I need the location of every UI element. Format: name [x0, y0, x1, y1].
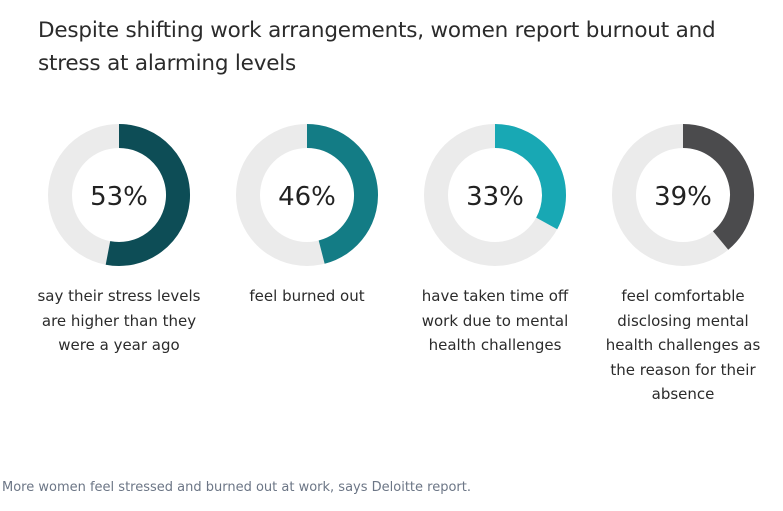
donut-chart-3: 33% — [422, 122, 568, 268]
donut-description-3: have taken time off work due to mental h… — [421, 287, 569, 354]
donut-value-2: 46% — [278, 182, 336, 212]
donut-arc-4 — [682, 124, 754, 250]
donut-chart-1: 53% — [46, 122, 192, 268]
infographic: Despite shifting work arrangements, wome… — [37, 18, 761, 403]
donut-description-1: say their stress levels are higher than … — [37, 287, 201, 354]
chart-title: Despite shifting work arrangements, wome… — [38, 18, 716, 76]
donut-description-4: feel comfortable disclosing mental healt… — [605, 287, 761, 403]
image-caption: More women feel stressed and burned out … — [2, 480, 471, 495]
donut-arc-3 — [494, 124, 566, 230]
donut-arc-2 — [306, 124, 378, 264]
donut-arc-1 — [105, 124, 190, 266]
donut-value-4: 39% — [654, 182, 712, 212]
donut-value-1: 53% — [90, 182, 148, 212]
donut-chart-2: 46% — [234, 122, 380, 268]
donut-value-3: 33% — [466, 182, 524, 212]
donut-chart-4: 39% — [610, 122, 756, 268]
donut-description-2: feel burned out — [249, 287, 365, 305]
